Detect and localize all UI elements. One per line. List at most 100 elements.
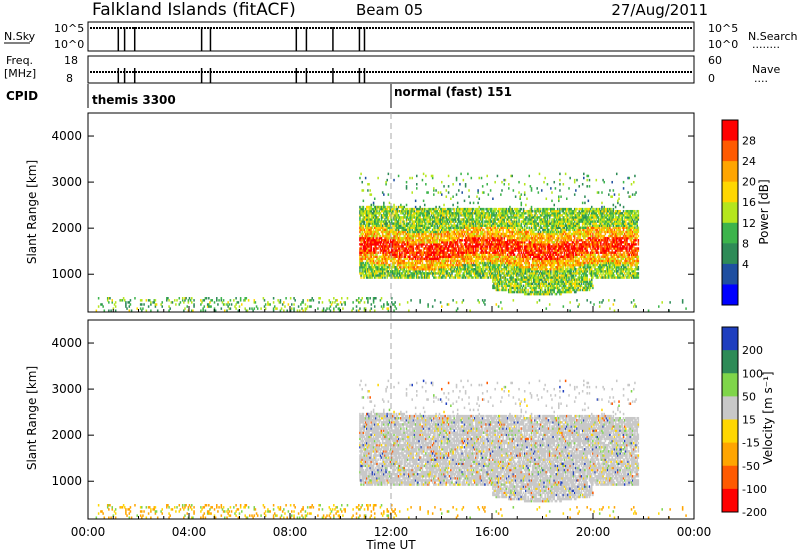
heatmap-cell bbox=[481, 228, 484, 232]
heatmap-cell bbox=[410, 214, 412, 217]
heatmap-cell bbox=[423, 212, 426, 215]
heatmap-cell bbox=[427, 224, 429, 227]
heatmap-cell bbox=[361, 207, 363, 211]
heatmap-cell bbox=[380, 265, 383, 269]
heatmap-cell bbox=[409, 209, 411, 213]
heatmap-cell bbox=[366, 265, 368, 269]
heatmap-cell bbox=[371, 222, 374, 225]
heatmap-cell bbox=[409, 234, 411, 238]
heatmap-cell bbox=[419, 214, 421, 217]
heatmap-cell bbox=[409, 270, 411, 273]
heatmap-cell bbox=[383, 255, 385, 259]
heatmap-cell bbox=[463, 251, 466, 254]
heatmap-cell bbox=[472, 249, 475, 252]
heatmap-cell bbox=[444, 251, 446, 254]
heatmap-cell bbox=[512, 276, 515, 279]
heatmap-cell bbox=[440, 245, 443, 248]
heatmap-cell bbox=[398, 224, 401, 227]
heatmap-cell bbox=[530, 241, 533, 244]
heatmap-cell bbox=[430, 230, 433, 234]
heatmap-cell bbox=[513, 220, 516, 223]
heatmap-cell bbox=[392, 270, 394, 273]
heatmap-cell bbox=[436, 218, 438, 221]
heatmap-cell bbox=[523, 245, 526, 248]
heatmap-cell bbox=[495, 207, 498, 211]
heatmap-cell bbox=[396, 253, 399, 256]
heatmap-cell bbox=[465, 230, 468, 234]
heatmap-cell bbox=[498, 224, 501, 227]
heatmap-cell bbox=[427, 305, 429, 308]
heatmap-cell bbox=[490, 209, 493, 213]
heatmap-cell bbox=[442, 257, 444, 261]
heatmap-cell bbox=[483, 301, 485, 304]
heatmap-cell bbox=[471, 276, 474, 279]
heatmap-cell bbox=[495, 284, 498, 288]
heatmap-cell bbox=[446, 249, 449, 252]
heatmap-cell bbox=[506, 259, 509, 263]
heatmap-cell bbox=[396, 236, 399, 240]
heatmap-cell bbox=[520, 280, 523, 283]
heatmap-cell bbox=[470, 270, 473, 273]
heatmap-cell bbox=[414, 234, 417, 238]
heatmap-cell bbox=[509, 243, 511, 246]
heatmap-cell bbox=[476, 207, 478, 211]
heatmap-cell bbox=[373, 263, 376, 267]
heatmap-cell bbox=[531, 286, 534, 290]
heatmap-cell bbox=[504, 280, 507, 283]
heatmap-cell bbox=[434, 207, 436, 211]
heatmap-cell bbox=[527, 251, 529, 254]
heatmap-cell bbox=[413, 234, 416, 238]
heatmap-cell bbox=[461, 230, 463, 234]
heatmap-cell bbox=[453, 218, 456, 221]
heatmap-cell bbox=[508, 268, 510, 271]
heatmap-cell bbox=[477, 236, 479, 240]
heatmap-cell bbox=[183, 301, 185, 304]
heatmap-cell bbox=[517, 209, 519, 213]
heatmap-cell bbox=[369, 241, 371, 244]
heatmap-cell bbox=[422, 276, 425, 279]
heatmap-cell bbox=[409, 249, 411, 252]
heatmap-cell bbox=[420, 220, 423, 223]
heatmap-cell bbox=[154, 305, 157, 308]
heatmap-cell bbox=[520, 193, 523, 196]
heatmap-cell bbox=[502, 214, 504, 217]
heatmap-cell bbox=[444, 224, 446, 227]
heatmap-cell bbox=[488, 265, 491, 269]
heatmap-cell bbox=[339, 301, 342, 304]
heatmap-cell bbox=[413, 253, 416, 256]
heatmap-cell bbox=[397, 276, 400, 279]
heatmap-cell bbox=[437, 216, 440, 219]
heatmap-cell bbox=[181, 297, 184, 300]
heatmap-cell bbox=[453, 265, 456, 269]
heatmap-cell bbox=[468, 265, 470, 269]
heatmap-cell bbox=[95, 309, 98, 312]
heatmap-cell bbox=[409, 226, 411, 230]
heatmap-cell bbox=[514, 255, 517, 259]
cpid-mode-2: normal (fast) 151 bbox=[394, 85, 512, 99]
heatmap-cell bbox=[435, 249, 437, 252]
heatmap-cell bbox=[489, 272, 492, 275]
heatmap-cell bbox=[472, 253, 475, 256]
heatmap-cell bbox=[453, 259, 456, 263]
heatmap-cell bbox=[373, 212, 376, 215]
heatmap-cell bbox=[452, 251, 454, 254]
heatmap-cell bbox=[370, 243, 373, 246]
heatmap-cell bbox=[526, 268, 528, 271]
heatmap-cell bbox=[517, 224, 519, 227]
heatmap-cell bbox=[404, 207, 407, 211]
heatmap-cell bbox=[371, 265, 374, 269]
heatmap-cell bbox=[202, 307, 204, 310]
heatmap-cell bbox=[383, 234, 385, 238]
heatmap-cell bbox=[518, 224, 520, 227]
heatmap-cell bbox=[476, 241, 478, 244]
heatmap-cell bbox=[226, 303, 228, 306]
heatmap-cell bbox=[501, 286, 503, 290]
heatmap-cell bbox=[490, 274, 493, 277]
heatmap-cell bbox=[373, 297, 376, 300]
heatmap-cell bbox=[385, 220, 387, 223]
heatmap-cell bbox=[369, 226, 371, 230]
heatmap-cell bbox=[397, 224, 400, 227]
heatmap-cell bbox=[484, 270, 486, 273]
heatmap-cell bbox=[490, 272, 493, 275]
heatmap-cell bbox=[467, 259, 469, 263]
